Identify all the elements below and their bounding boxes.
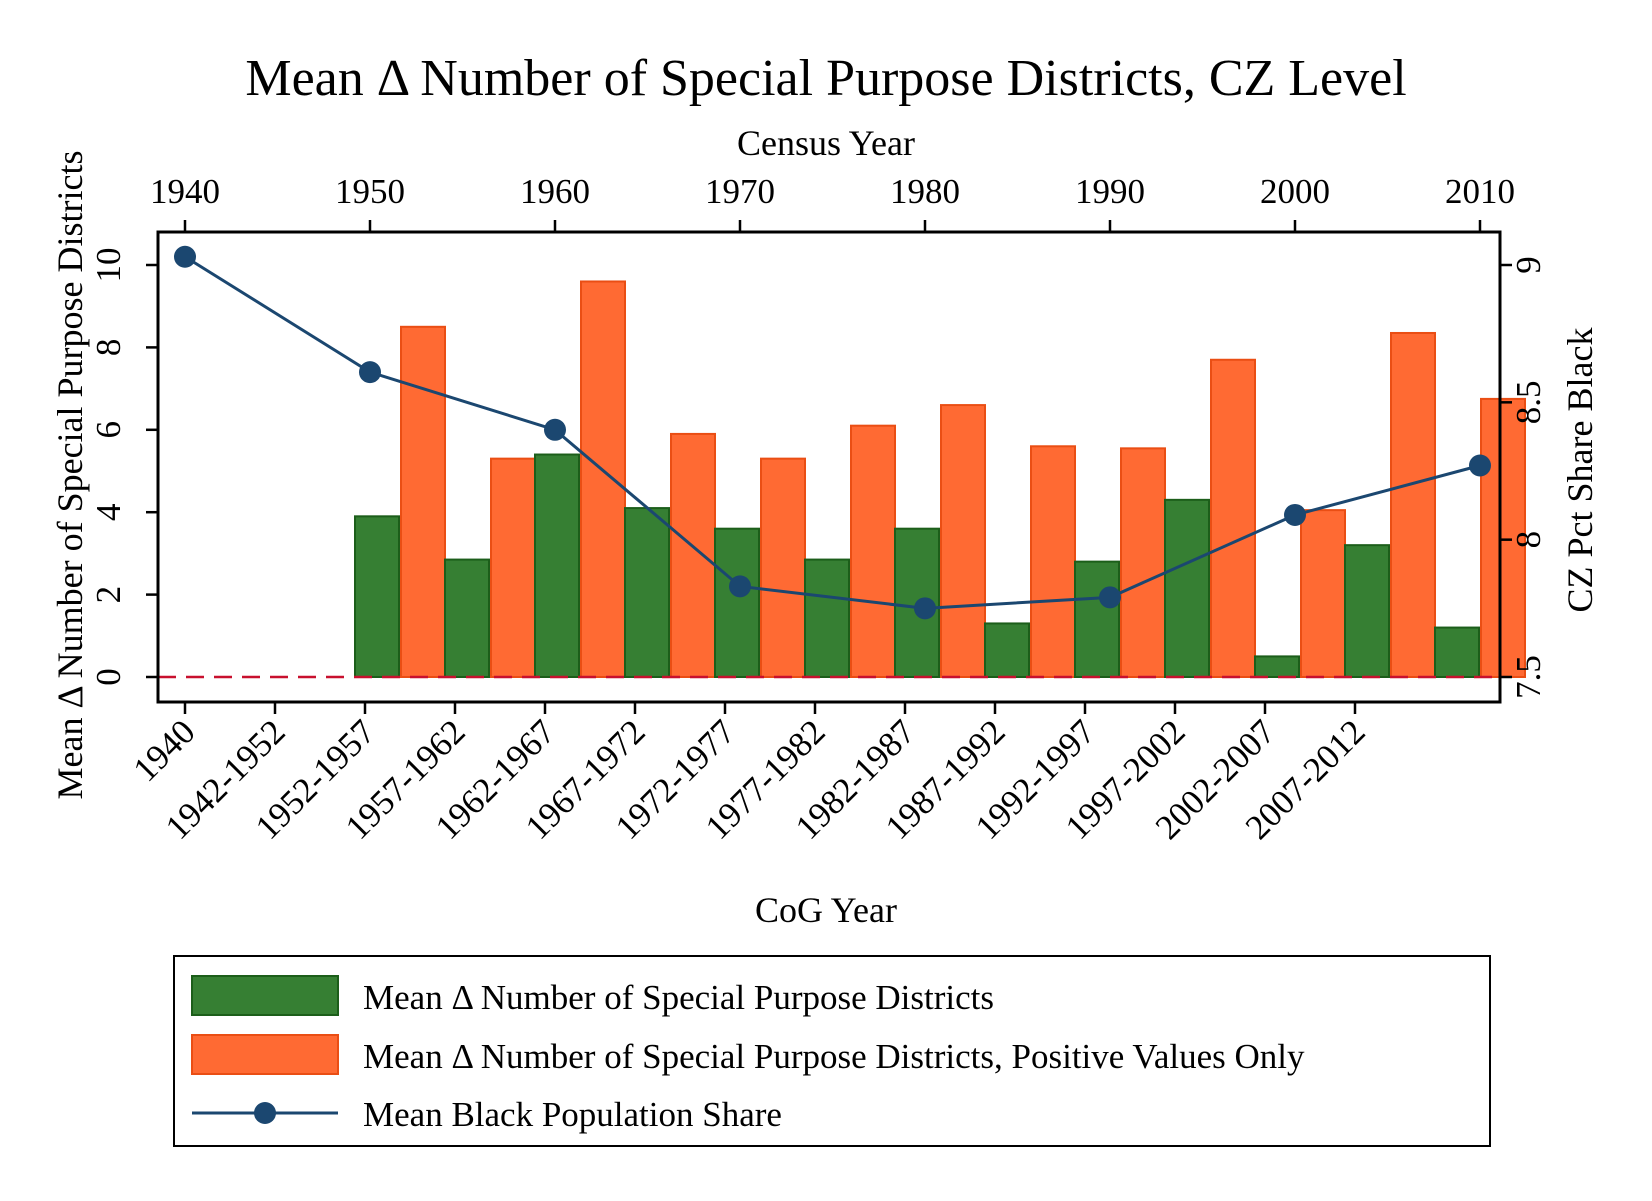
bar-orange-1962-1967 xyxy=(670,432,716,679)
bar-orange-1972-1977 xyxy=(850,424,896,678)
bar-green-1962-1967 xyxy=(624,507,670,678)
legend-swatch-green xyxy=(191,975,339,1016)
line-point-1990 xyxy=(1099,586,1121,609)
bar-green-1972-1977 xyxy=(804,558,850,679)
plot-frame xyxy=(156,230,1502,704)
line-point-1950 xyxy=(359,361,381,384)
top-x-tick-label-2010: 2010 xyxy=(1445,172,1515,211)
legend-label-orange: Mean Δ Number of Special Purpose Distric… xyxy=(363,1037,1305,1076)
bar-green-1982-1987 xyxy=(984,622,1030,679)
bar-orange-2002-2007 xyxy=(1390,331,1436,678)
top-x-tick-label-2000: 2000 xyxy=(1260,172,1330,211)
y2-tick-label-8.5: 8.5 xyxy=(1509,380,1548,424)
bar-green-1967-1972 xyxy=(714,527,760,678)
bar-green-1942-1952 xyxy=(354,515,400,678)
bar-green-1987-1992 xyxy=(1074,560,1120,679)
bar-green-1957-1962 xyxy=(534,453,580,678)
line-point-1960 xyxy=(544,418,566,441)
line-point-1980 xyxy=(914,597,936,620)
bar-orange-2007-2012 xyxy=(1480,397,1526,678)
bar-orange-1992-1997 xyxy=(1210,358,1256,678)
bar-orange-1987-1992 xyxy=(1120,447,1166,678)
top-x-tick-label-1980: 1980 xyxy=(890,172,960,211)
line-point-2010 xyxy=(1469,454,1491,477)
bar-green-1952-1957 xyxy=(444,558,490,679)
bar-green-1997-2002 xyxy=(1254,655,1300,679)
bars-layer xyxy=(354,280,1526,679)
legend: Mean Δ Number of Special Purpose Distric… xyxy=(173,955,1491,1147)
legend-label-green: Mean Δ Number of Special Purpose Distric… xyxy=(363,978,994,1017)
x-axis-title: CoG Year xyxy=(755,890,897,930)
y2-tick-label-8: 8 xyxy=(1509,531,1548,549)
top-x-axis-title: Census Year xyxy=(737,123,915,163)
y2-tick-label-9: 9 xyxy=(1509,256,1548,274)
y-tick-label-10: 10 xyxy=(89,248,128,283)
x-tick-label-1940: 1940 xyxy=(126,712,203,789)
top-x-tick-label-1950: 1950 xyxy=(335,172,405,211)
bar-orange-1952-1957 xyxy=(490,457,536,679)
y-tick-label-6: 6 xyxy=(89,421,128,439)
top-x-tick-label-1960: 1960 xyxy=(520,172,590,211)
y-tick-label-2: 2 xyxy=(89,586,128,604)
top-x-tick-label-1990: 1990 xyxy=(1075,172,1145,211)
top-x-tick-label-1970: 1970 xyxy=(705,172,775,211)
bar-orange-1957-1962 xyxy=(580,280,626,678)
y-tick-label-8: 8 xyxy=(89,339,128,357)
bar-orange-1997-2002 xyxy=(1300,509,1346,679)
bar-green-2007-2012 xyxy=(1434,626,1480,678)
line-series-layer xyxy=(174,245,1491,620)
bar-orange-1982-1987 xyxy=(1030,445,1076,678)
y-tick-label-0: 0 xyxy=(89,668,128,686)
line-point-1940 xyxy=(174,245,196,268)
line-point-1970 xyxy=(729,575,751,598)
legend-swatch-orange xyxy=(191,1034,339,1075)
y2-axis-title: CZ Pct Share Black xyxy=(1560,328,1600,613)
legend-box xyxy=(173,955,1491,1147)
bar-orange-1942-1952 xyxy=(400,325,446,678)
chart-title: Mean Δ Number of Special Purpose Distric… xyxy=(245,50,1406,107)
line-black-population-share xyxy=(184,255,1481,610)
y2-tick-label-7.5: 7.5 xyxy=(1509,655,1548,699)
top-x-tick-label-1940: 1940 xyxy=(150,172,220,211)
bar-green-1992-1997 xyxy=(1164,498,1210,678)
line-point-2000 xyxy=(1284,503,1306,526)
legend-line-marker xyxy=(254,1102,276,1124)
y-tick-label-4: 4 xyxy=(89,503,128,521)
legend-label-line: Mean Black Population Share xyxy=(363,1095,782,1134)
bar-orange-1977-1982 xyxy=(940,404,986,678)
bar-orange-1967-1972 xyxy=(760,457,806,679)
y-axis-title: Mean Δ Number of Special Purpose Distric… xyxy=(50,150,90,799)
bar-green-2002-2007 xyxy=(1344,544,1390,678)
